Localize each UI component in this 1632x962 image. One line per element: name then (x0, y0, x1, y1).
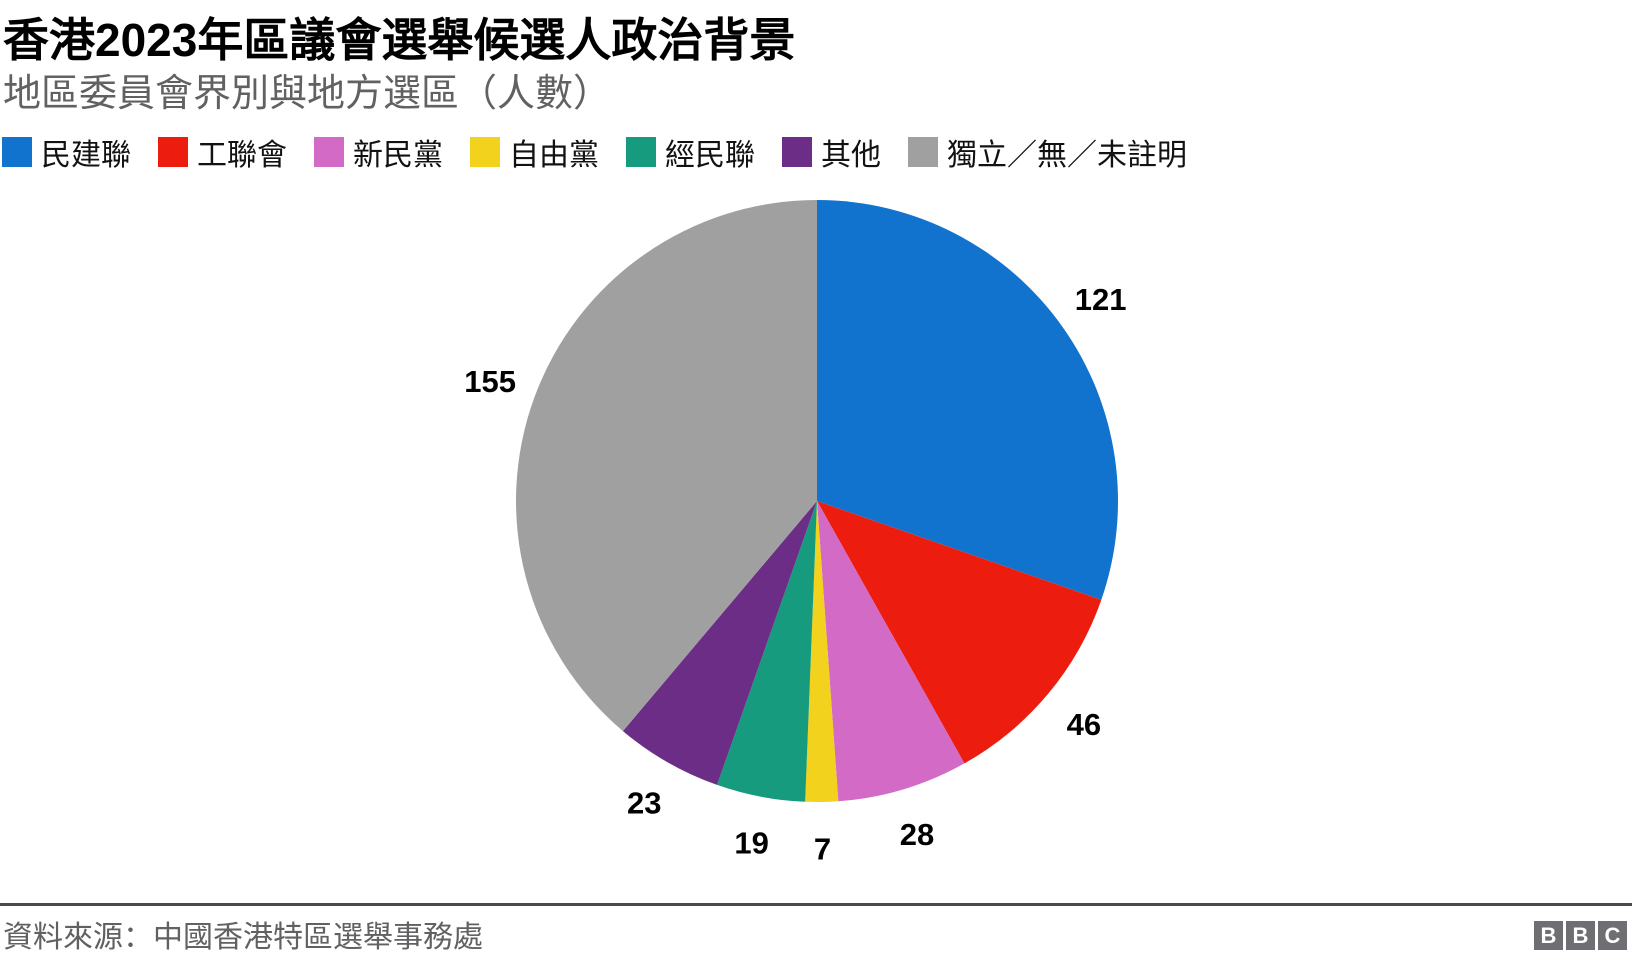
pie-value-label: 7 (814, 832, 831, 867)
legend-item: 工聯會 (158, 130, 287, 174)
legend-item: 民建聯 (2, 130, 131, 174)
bbc-logo-letter: B (1566, 921, 1595, 950)
pie-slice-4 (717, 501, 817, 802)
legend-label: 獨立／無／未註明 (947, 139, 1187, 172)
bbc-logo-letter: C (1598, 921, 1627, 950)
legend-label: 自由黨 (509, 139, 599, 172)
legend-item: 其他 (782, 130, 881, 174)
legend-item: 自由黨 (470, 130, 599, 174)
pie-value-label: 23 (627, 786, 661, 821)
footer-divider (0, 903, 1632, 906)
pie-value-label: 121 (1075, 282, 1127, 317)
bbc-logo: B B C (1534, 921, 1627, 950)
legend-swatch (158, 137, 188, 167)
pie-value-label: 28 (900, 817, 934, 852)
pie-slice-5 (622, 501, 817, 785)
legend-label: 經民聯 (665, 139, 755, 172)
legend-swatch (2, 137, 32, 167)
source-credit: 資料來源：中國香港特區選舉事務處 (3, 921, 483, 954)
legend-swatch (314, 137, 344, 167)
chart-subtitle: 地區委員會界別與地方選區（人數） (3, 73, 612, 115)
legend-item: 新民黨 (314, 130, 443, 174)
legend-label: 民建聯 (41, 139, 131, 172)
pie-slice-0 (817, 200, 1118, 600)
pie-slice-3 (805, 501, 839, 803)
legend: 民建聯 工聯會 新民黨 自由黨 經民聯 其他 獨立／無／未註明 (2, 130, 1214, 174)
bbc-logo-letter: B (1534, 921, 1563, 950)
pie-value-label: 155 (464, 364, 516, 399)
legend-swatch (470, 137, 500, 167)
legend-item: 經民聯 (626, 130, 755, 174)
pie-value-label: 19 (734, 825, 768, 860)
legend-swatch (908, 137, 938, 167)
pie-slice-1 (817, 501, 1102, 764)
pie-value-label: 46 (1067, 707, 1101, 742)
legend-swatch (626, 137, 656, 167)
chart-title: 香港2023年區議會選舉候選人政治背景 (3, 14, 796, 66)
legend-swatch (782, 137, 812, 167)
pie-slice-2 (817, 501, 965, 802)
legend-label: 其他 (821, 139, 881, 172)
legend-label: 工聯會 (197, 139, 287, 172)
pie-slice-6 (516, 200, 817, 732)
legend-label: 新民黨 (353, 139, 443, 172)
legend-item: 獨立／無／未註明 (908, 130, 1187, 174)
